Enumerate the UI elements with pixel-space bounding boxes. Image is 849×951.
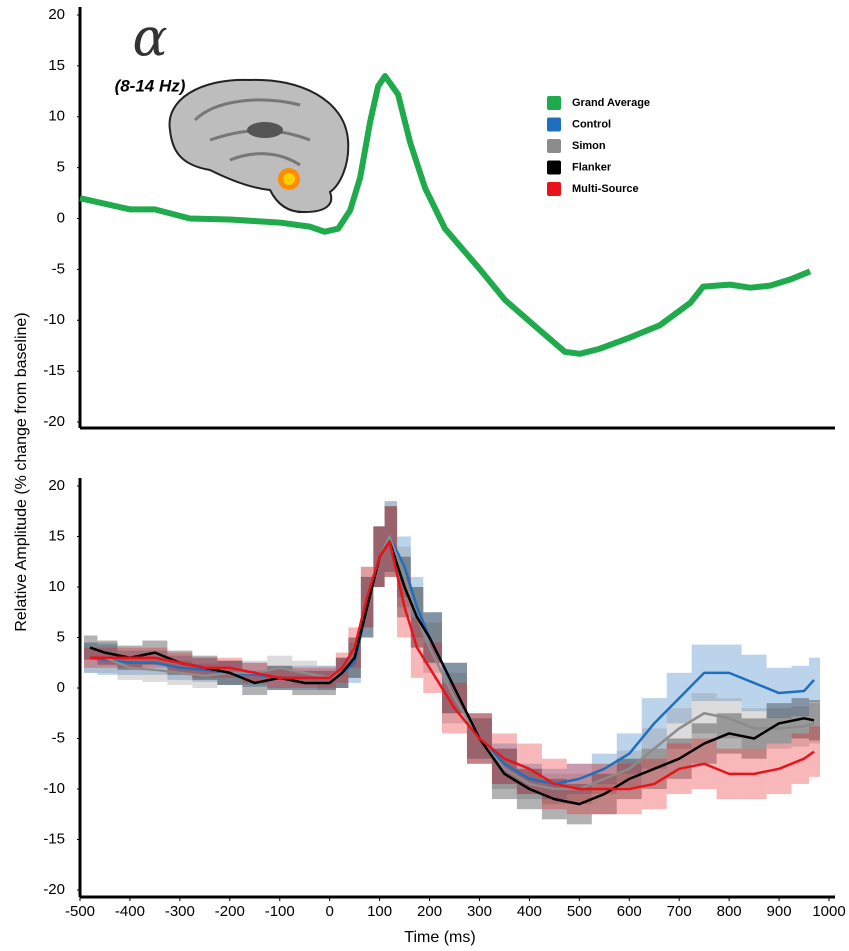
x-tick-label: 600 xyxy=(617,903,642,920)
x-tick-label: -400 xyxy=(115,903,145,920)
y-tick-label: -20 xyxy=(43,881,65,898)
error-band xyxy=(809,703,821,744)
y-tick-label: -10 xyxy=(43,780,65,797)
x-tick-label: 300 xyxy=(467,903,492,920)
y-tick-label: -10 xyxy=(43,311,65,328)
y-tick-label: 15 xyxy=(48,527,65,544)
x-tick-label: 200 xyxy=(417,903,442,920)
legend-swatch xyxy=(547,139,561,153)
y-tick-label: 5 xyxy=(57,159,65,176)
y-tick-label: -5 xyxy=(52,729,65,746)
x-tick-label: -200 xyxy=(215,903,245,920)
legend-label: Simon xyxy=(572,140,606,152)
y-tick-label: 5 xyxy=(57,628,65,645)
error-band xyxy=(809,700,821,741)
x-tick-label: -500 xyxy=(65,903,95,920)
y-tick-label: -20 xyxy=(43,413,65,430)
annotation: α xyxy=(132,9,167,69)
series-line xyxy=(89,540,815,791)
brain-illustration xyxy=(168,78,350,214)
error-band xyxy=(423,612,443,663)
x-tick-label: 800 xyxy=(717,903,742,920)
x-axis-title: Time (ms) xyxy=(404,929,475,946)
legend-swatch xyxy=(547,182,561,196)
y-tick-label: 0 xyxy=(57,209,65,226)
y-tick-label: 10 xyxy=(48,578,65,595)
y-tick-label: -15 xyxy=(43,830,65,847)
x-tick-label: 700 xyxy=(667,903,692,920)
legend-label: Flanker xyxy=(572,161,612,173)
x-tick-label: 500 xyxy=(567,903,592,920)
annotation: (8-14 Hz) xyxy=(115,76,186,95)
y-tick-label: -15 xyxy=(43,362,65,379)
x-tick-label: 400 xyxy=(517,903,542,920)
legend-swatch xyxy=(547,117,561,132)
error-band xyxy=(809,657,821,703)
y-tick-label: 10 xyxy=(48,108,65,125)
y-axis-title: Relative Amplitude (% change from baseli… xyxy=(13,312,30,631)
legend-label: Multi-Source xyxy=(572,183,639,195)
x-tick-label: -300 xyxy=(165,903,195,920)
series-line xyxy=(89,540,815,806)
legend-label: Grand Average xyxy=(572,97,650,109)
x-tick-label: 900 xyxy=(767,903,792,920)
y-tick-label: 15 xyxy=(48,57,65,74)
series-line xyxy=(79,73,812,357)
error-band xyxy=(423,612,443,663)
x-tick-label: -100 xyxy=(265,903,295,920)
x-tick-label: 1000 xyxy=(812,903,845,920)
error-band xyxy=(791,733,810,784)
y-tick-label: 20 xyxy=(48,477,65,494)
legend-swatch xyxy=(547,160,561,175)
legend-swatch xyxy=(547,96,561,110)
y-tick-label: 20 xyxy=(48,6,65,23)
legend-label: Control xyxy=(572,118,611,130)
x-tick-label: 0 xyxy=(325,903,333,920)
error-band xyxy=(809,726,821,777)
y-tick-label: 0 xyxy=(57,679,65,696)
y-tick-label: -5 xyxy=(52,260,65,277)
x-tick-label: 100 xyxy=(367,903,392,920)
